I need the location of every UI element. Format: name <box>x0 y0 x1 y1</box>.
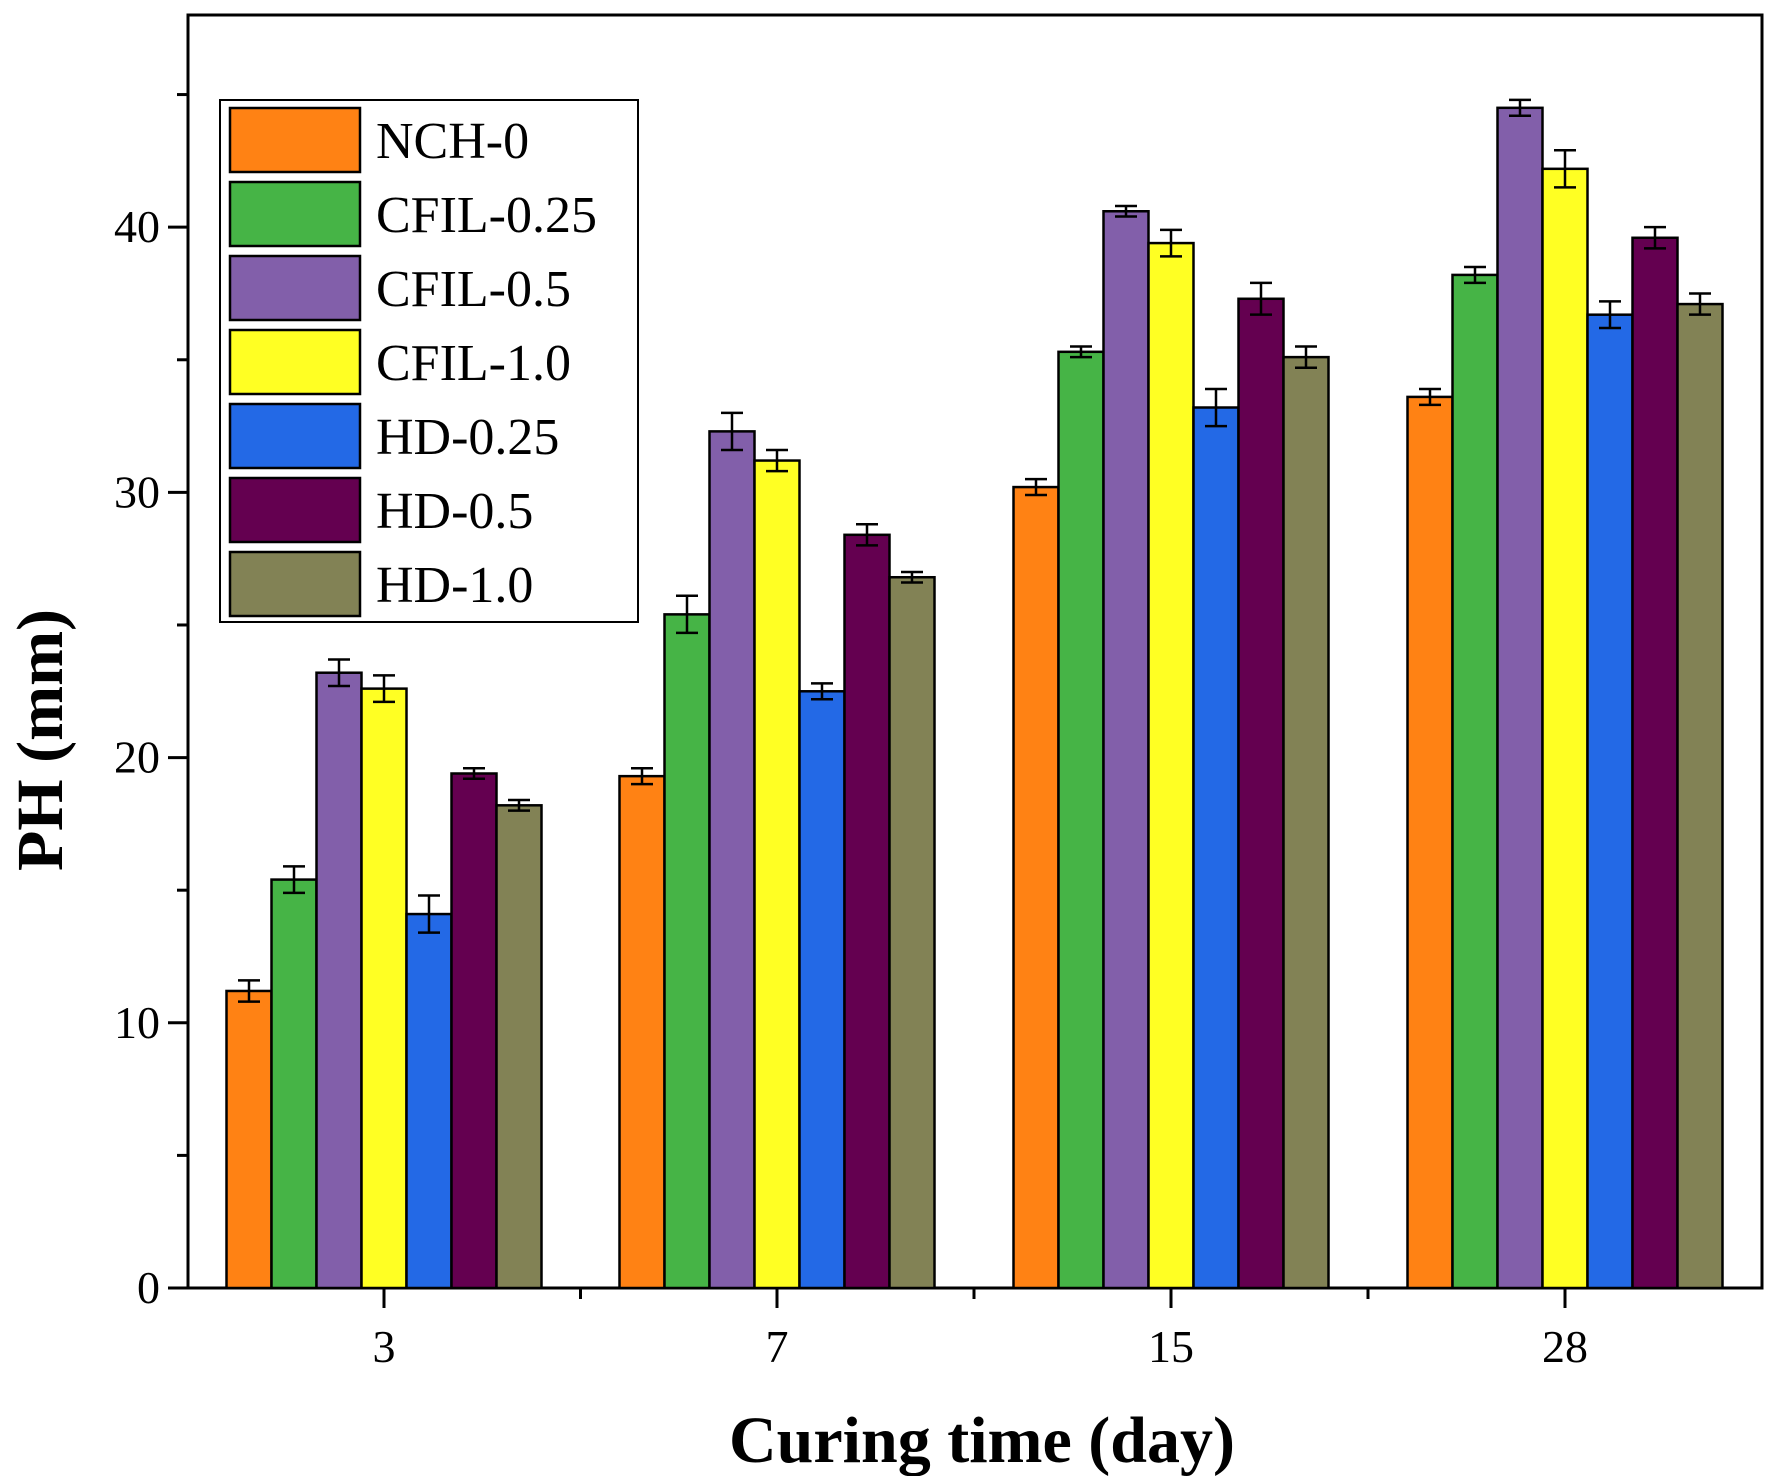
y-tick-label: 40 <box>114 201 160 252</box>
bar <box>495 804 543 1290</box>
bar <box>1057 350 1105 1290</box>
bar <box>1631 236 1679 1290</box>
y-tick-label: 10 <box>114 997 160 1048</box>
legend-swatch <box>228 328 362 396</box>
plot-area <box>186 13 1764 1290</box>
legend-label: CFIL-1.0 <box>376 335 571 392</box>
bar <box>450 772 498 1290</box>
bar <box>798 690 846 1290</box>
bar <box>1541 167 1589 1290</box>
bar <box>708 430 756 1290</box>
bar <box>1282 355 1330 1290</box>
bar <box>1012 485 1060 1290</box>
bar <box>1406 395 1454 1290</box>
bar <box>1496 106 1544 1290</box>
legend-swatch <box>228 476 362 544</box>
bar <box>1102 210 1150 1290</box>
y-tick-label: 30 <box>114 466 160 517</box>
x-tick-label: 28 <box>1542 1321 1588 1372</box>
y-axis-title: PH (mm) <box>4 609 77 871</box>
legend-swatch <box>228 106 362 174</box>
bar <box>618 774 666 1290</box>
bar <box>753 459 801 1290</box>
legend-label: CFIL-0.5 <box>376 261 571 318</box>
x-tick-label: 7 <box>766 1321 789 1372</box>
bar <box>405 912 453 1290</box>
bar <box>315 671 363 1290</box>
legend-label: CFIL-0.25 <box>376 187 597 244</box>
bar <box>1586 313 1634 1290</box>
legend-swatch <box>228 180 362 248</box>
bar <box>843 533 891 1290</box>
bar <box>360 687 408 1290</box>
bar <box>663 613 711 1290</box>
bar-group <box>1406 98 1724 1290</box>
bar <box>888 575 936 1290</box>
bar <box>1676 302 1724 1290</box>
legend: NCH-0 CFIL-0.25 CFIL-0.5 CFIL-1.0 HD-0.25 HD-… <box>219 99 639 623</box>
bar <box>270 878 318 1290</box>
bar <box>1451 273 1499 1290</box>
legend-label: NCH-0 <box>376 113 529 170</box>
x-axis-title: Curing time (day) <box>729 1404 1235 1476</box>
x-axis: 3 7 15 28 <box>373 1288 1588 1372</box>
y-tick-label: 0 <box>137 1262 160 1313</box>
x-tick-label: 15 <box>1148 1321 1194 1372</box>
bar-group <box>618 411 936 1290</box>
x-tick-label: 3 <box>373 1321 396 1372</box>
y-tick-label: 20 <box>114 732 160 783</box>
bar <box>1147 241 1195 1290</box>
bar <box>1192 406 1240 1290</box>
bar <box>1237 297 1285 1290</box>
legend-swatch <box>228 402 362 470</box>
legend-swatch <box>228 550 362 618</box>
bar-group <box>1012 204 1330 1290</box>
legend-swatch <box>228 254 362 322</box>
legend-label: HD-0.25 <box>376 409 559 466</box>
y-axis: 0 10 20 30 40 <box>114 93 188 1313</box>
bar <box>225 989 273 1290</box>
bar-group <box>225 658 543 1290</box>
legend-label: HD-0.5 <box>376 483 533 540</box>
legend-label: HD-1.0 <box>376 557 533 614</box>
